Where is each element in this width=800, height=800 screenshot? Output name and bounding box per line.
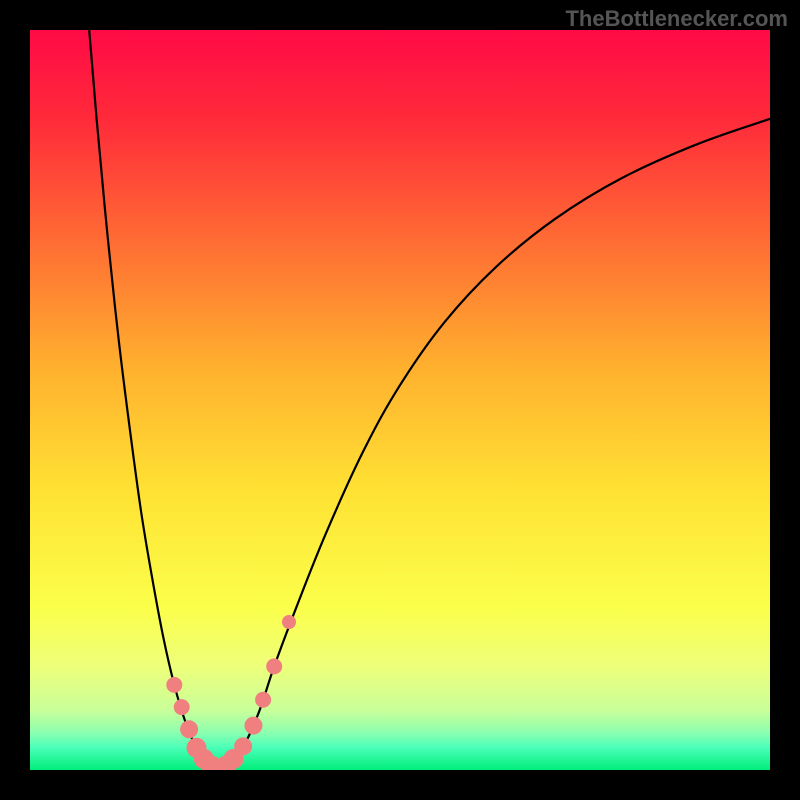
curve-marker: [244, 717, 262, 735]
curve-marker: [266, 658, 282, 674]
curve-marker: [234, 737, 252, 755]
curve-marker: [174, 699, 190, 715]
curve-left: [89, 30, 219, 769]
watermark-text: TheBottlenecker.com: [565, 6, 788, 32]
curve-marker: [255, 692, 271, 708]
chart-svg: [30, 30, 770, 770]
plot-area: [30, 30, 770, 770]
curve-right: [219, 119, 770, 769]
curve-marker: [180, 720, 198, 738]
curve-marker: [282, 615, 296, 629]
chart-frame: TheBottlenecker.com: [0, 0, 800, 800]
curve-marker: [166, 677, 182, 693]
